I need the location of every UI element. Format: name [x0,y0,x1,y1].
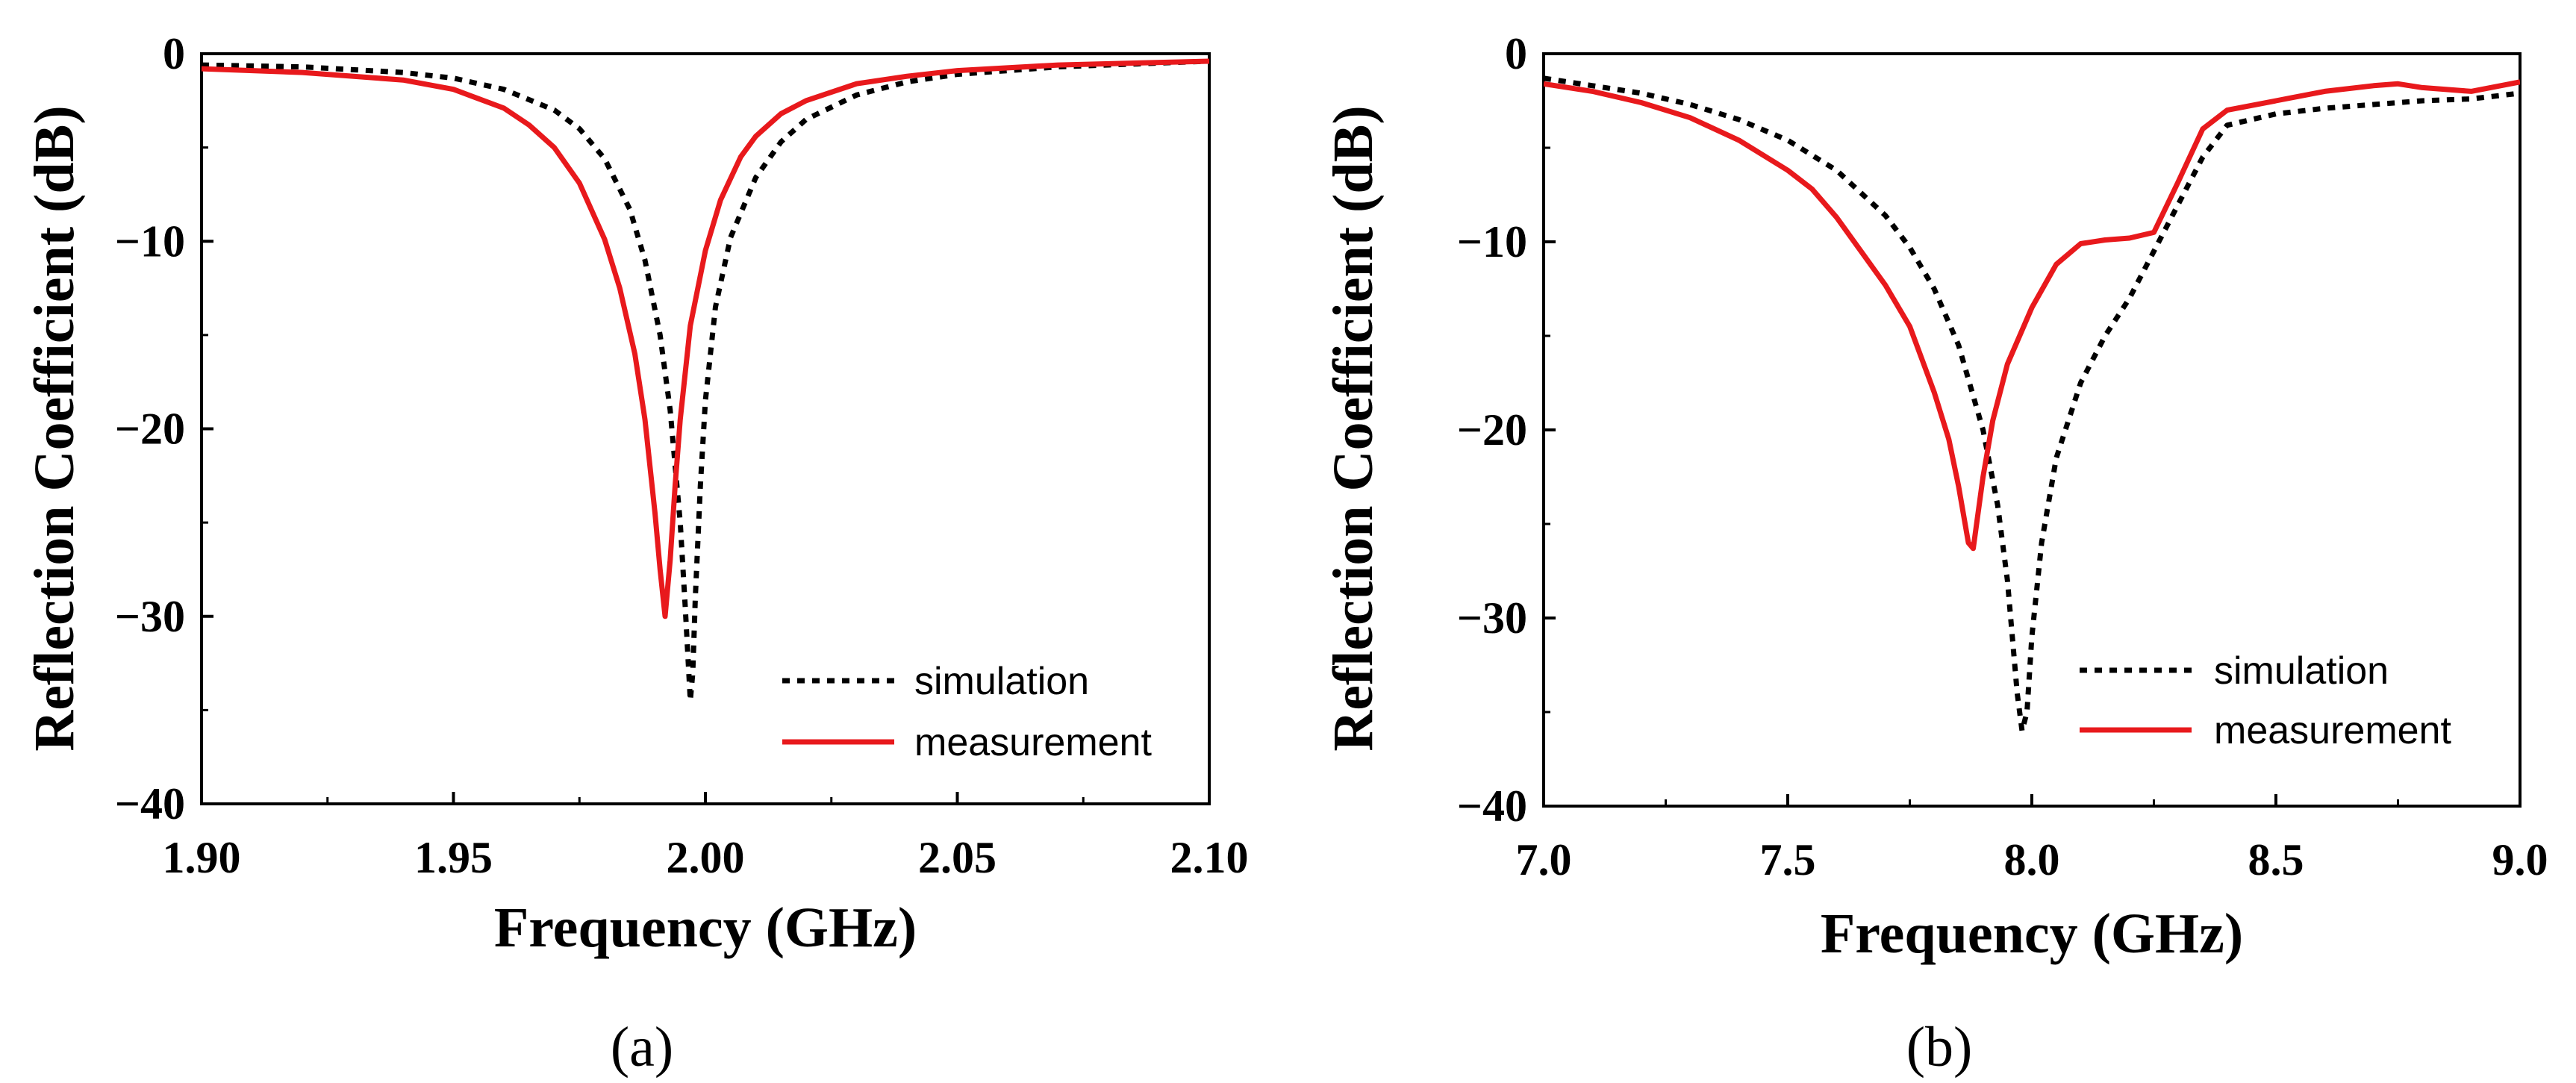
x-tick-label-b: 7.5 [1760,835,1816,884]
x-tick-label-a: 2.10 [1170,833,1249,882]
x-tick-label-a: 1.90 [163,833,241,882]
series-line-measurement-b [1544,79,2520,552]
y-tick-label-b: 0 [1505,29,1527,78]
legend-b: simulation measurement [2080,649,2451,752]
x-axis-title-a: Frequency (GHz) [494,896,917,959]
x-tick-label-a: 2.05 [918,833,997,882]
plot-frame-b [1542,52,2522,808]
x-tick-label-a: 1.95 [414,833,493,882]
x-tick-label-b: 9.0 [2492,835,2548,884]
tick-labels-b: 7.0 7.5 8.0 8.5 9.0 0 −10 −20 −30 −40 [1457,29,2548,884]
y-tick-label-a: −10 [115,216,185,266]
legend-a: simulation measurement [782,660,1152,764]
panel-b: 7.0 7.5 8.0 8.5 9.0 0 −10 −20 −30 −40 Frequency (… [1322,29,2548,1079]
y-tick-label-a: 0 [163,29,185,78]
y-tick-label-a: −30 [115,592,185,641]
series-a [202,58,1209,704]
x-tick-label-a: 2.00 [667,833,745,882]
panel-a: 1.90 1.95 2.00 2.05 2.10 0 −10 −20 −30 −40 Freque… [23,29,1249,1079]
y-axis-title-b: Reflection Coefficient (dB) [1322,105,1385,751]
series-line-simulation-b [1544,75,2520,734]
legend-label-simulation-b: simulation [2214,649,2389,693]
x-tick-label-b: 7.0 [1516,835,1572,884]
x-tick-label-b: 8.0 [2004,835,2060,884]
series-line-simulation-a [202,58,1209,704]
y-axis-title-a: Reflection Coefficient (dB) [23,105,86,751]
x-tick-label-b: 8.5 [2248,835,2304,884]
y-tick-label-b: −10 [1457,217,1527,266]
tick-labels-a: 1.90 1.95 2.00 2.05 2.10 0 −10 −20 −30 −40 [115,29,1249,882]
y-tick-label-a: −20 [115,405,185,454]
y-tick-label-b: −40 [1457,781,1527,831]
legend-label-measurement-b: measurement [2214,709,2451,752]
panel-label-a: (a) [611,1016,673,1079]
series-line-measurement-a [202,58,1209,619]
tick-marks-b [1542,52,2522,808]
tick-marks-a [200,52,1211,805]
series-b [1544,75,2520,734]
legend-label-simulation-a: simulation [914,660,1089,703]
x-axis-title-b: Frequency (GHz) [1821,902,2243,965]
y-tick-label-b: −20 [1457,405,1527,455]
legend-label-measurement-a: measurement [914,721,1152,764]
panel-label-b: (b) [1906,1016,1973,1079]
y-tick-label-a: −40 [115,779,185,828]
y-tick-label-b: −30 [1457,593,1527,643]
